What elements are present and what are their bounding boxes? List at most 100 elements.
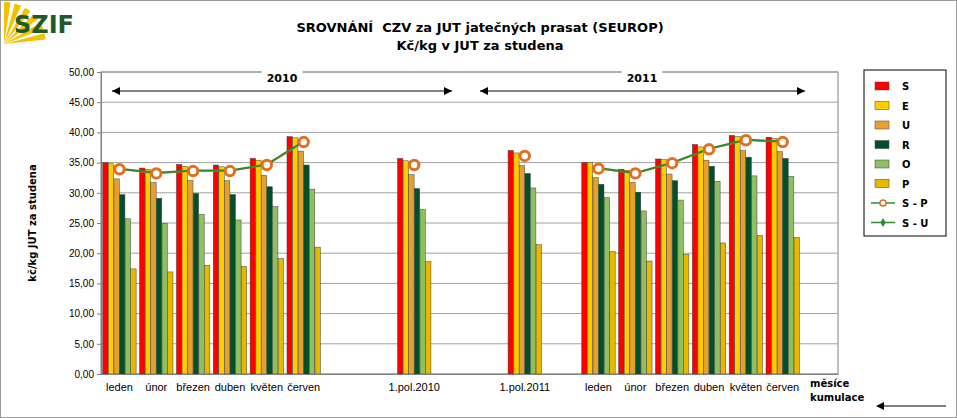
bar — [103, 163, 108, 374]
line — [119, 140, 782, 173]
x-tick: březen — [655, 374, 689, 393]
x-tick-label: květen — [730, 381, 762, 393]
grid-line — [101, 313, 838, 314]
marker-series — [117, 136, 785, 177]
y-tick-label: 40,00 — [69, 127, 94, 138]
annotation-bg — [622, 71, 663, 86]
legend-swatch — [875, 102, 889, 110]
marker — [520, 151, 529, 160]
marker — [778, 137, 787, 146]
grid — [101, 72, 838, 374]
bar — [236, 220, 241, 374]
x-tick-label: červen — [287, 381, 320, 393]
legend-label: U — [902, 120, 910, 131]
x-axis-line — [102, 374, 839, 375]
y-tick-mark — [97, 132, 101, 133]
x-axis: leden únor březen duben květen červen 1.pol.20… — [102, 374, 839, 393]
bar — [151, 183, 156, 374]
y-axis-title: kč/kg JUT za studena — [27, 164, 38, 281]
bar-series — [120, 157, 789, 374]
legend-swatch — [875, 82, 889, 90]
x-tick-label: leden — [585, 381, 612, 393]
grid-line — [101, 102, 838, 103]
bar — [709, 166, 714, 374]
bar — [525, 173, 530, 374]
x-tick-label: 1.pol.2011 — [499, 381, 550, 393]
bar — [647, 261, 652, 374]
bar — [120, 195, 125, 374]
bar — [794, 237, 799, 374]
legend-swatch — [875, 180, 889, 188]
x-tick: červen — [287, 374, 320, 393]
arrow-line — [112, 91, 452, 92]
bar — [267, 187, 272, 374]
logo: SZIF — [4, 2, 74, 44]
x-tick-label: červen — [766, 381, 799, 393]
bar — [519, 166, 524, 374]
y-tick: 20,00 — [69, 248, 101, 259]
bar — [635, 192, 640, 374]
x-tick: únor — [145, 374, 167, 393]
x-tick-label: březen — [176, 381, 210, 393]
bar — [213, 165, 218, 374]
bar-series — [114, 151, 783, 374]
y-tick: 45,00 — [69, 97, 101, 108]
bar — [783, 158, 788, 374]
annotation: měsíce — [810, 378, 850, 389]
bar — [156, 198, 161, 374]
grid-line — [101, 132, 838, 133]
x-tick-label: březen — [655, 381, 689, 393]
y-tick-mark — [97, 314, 101, 315]
bar — [145, 169, 150, 374]
x-tick: 1.pol.2011 — [499, 374, 550, 393]
logo-ray — [4, 2, 11, 44]
grid-line — [101, 72, 838, 73]
y-tick-mark — [97, 374, 101, 375]
grid-line — [101, 283, 838, 284]
bar — [293, 138, 298, 374]
x-tick: 1.pol.2010 — [389, 374, 440, 393]
grid-line — [101, 253, 838, 254]
y-tick-mark — [97, 163, 101, 164]
marker — [631, 169, 640, 178]
legend-swatch — [875, 160, 889, 168]
bar — [188, 181, 193, 374]
marker — [115, 165, 124, 174]
legend-item: S - U — [871, 218, 928, 229]
grid-line — [101, 223, 838, 224]
y-tick: 10,00 — [69, 308, 101, 319]
legend-label: P — [902, 179, 909, 190]
bar — [287, 137, 292, 374]
x-tick: únor — [624, 374, 646, 393]
bar — [692, 144, 697, 374]
bar — [610, 251, 615, 374]
bar — [114, 179, 119, 374]
grid-line — [101, 343, 838, 344]
y-tick: 30,00 — [69, 188, 101, 199]
arrow-head — [876, 402, 884, 410]
legend-swatch — [875, 141, 889, 149]
marker — [667, 158, 676, 167]
x-tick-label: únor — [145, 381, 167, 393]
y-tick-label: 15,00 — [69, 278, 94, 289]
y-tick-label: 10,00 — [69, 308, 94, 319]
y-tick-mark — [97, 253, 101, 254]
marker-series — [115, 136, 788, 179]
y-tick-label: 35,00 — [69, 157, 94, 168]
x-tick-label: duben — [215, 381, 246, 393]
bar — [256, 160, 261, 374]
legend-marker — [881, 219, 885, 226]
bar-series — [125, 176, 794, 374]
y-tick: 50,00 — [69, 67, 101, 78]
y-tick-mark — [97, 102, 101, 103]
y-tick-label: 20,00 — [69, 248, 94, 259]
arrow-head — [480, 87, 488, 95]
arrow-2010 — [112, 87, 452, 95]
marks — [103, 135, 800, 374]
arrow-head — [797, 87, 805, 95]
y-tick: 15,00 — [69, 278, 101, 289]
y-tick-label: 5,00 — [75, 339, 95, 350]
bar — [131, 269, 136, 374]
legend-label: S - U — [902, 218, 928, 229]
bar — [720, 243, 725, 374]
